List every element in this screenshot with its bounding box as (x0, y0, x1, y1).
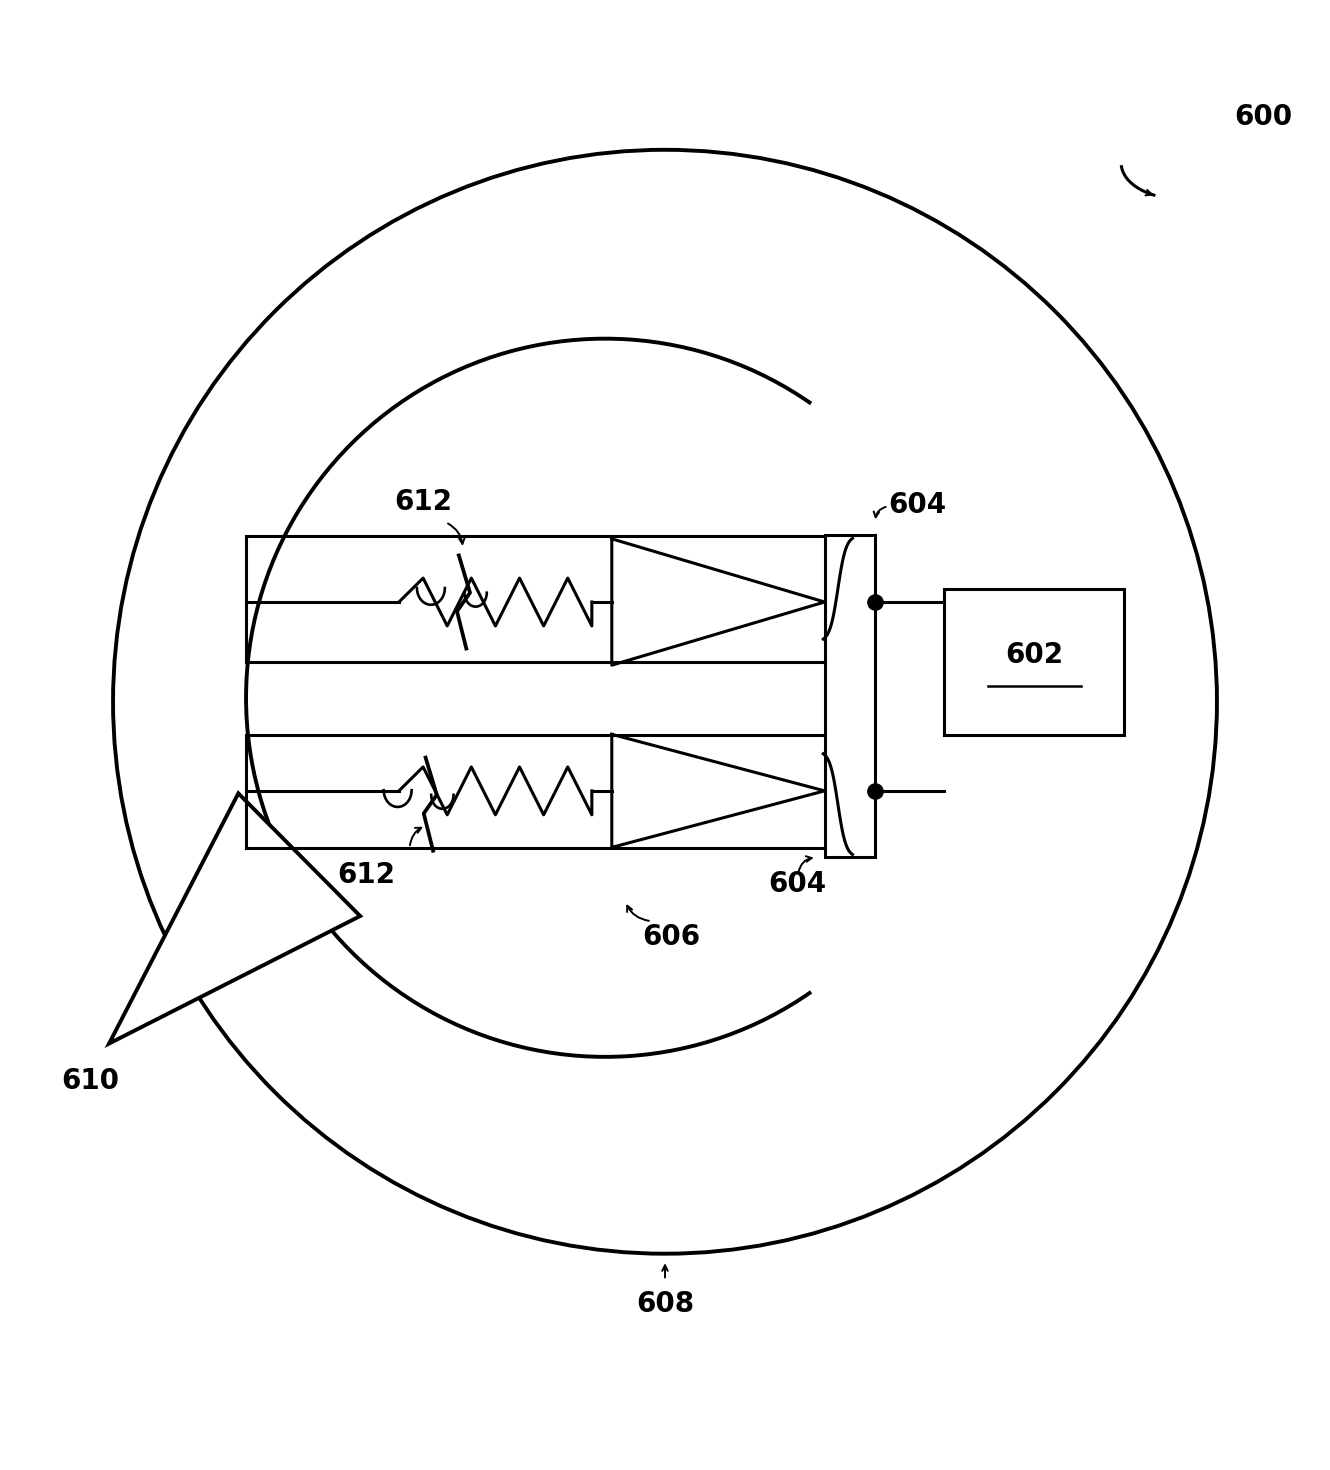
Text: 604: 604 (769, 870, 827, 898)
Text: 606: 606 (642, 923, 701, 951)
Text: 612: 612 (336, 860, 395, 889)
Text: 602: 602 (1005, 641, 1063, 669)
Text: 604: 604 (888, 491, 947, 519)
Text: 608: 608 (636, 1291, 694, 1319)
Text: 600: 600 (1234, 103, 1293, 131)
Text: 610: 610 (61, 1067, 120, 1095)
Bar (944, 588, 1124, 735)
Text: 612: 612 (394, 488, 452, 516)
Bar (825, 535, 875, 857)
Polygon shape (109, 794, 360, 1044)
